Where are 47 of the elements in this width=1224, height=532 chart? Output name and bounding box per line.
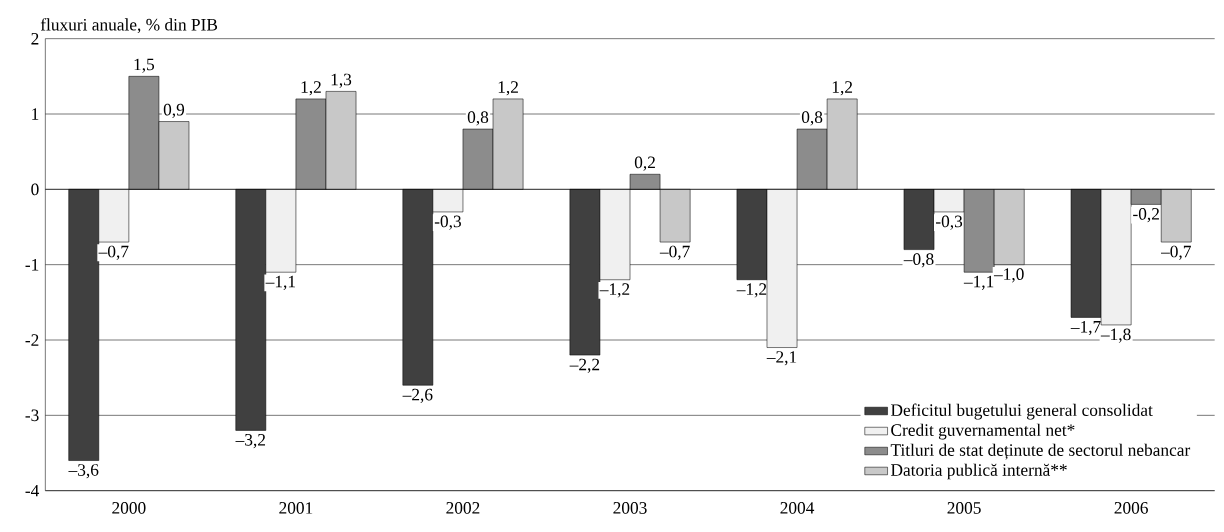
data-label: 1,2 [832,81,853,96]
y-tick-label: 1 [32,108,39,120]
y-tick-label: -2 [25,334,39,346]
data-label: –1,7 [1070,321,1101,336]
legend-label: Deficitul bugetului general consolidat [890,403,1153,420]
data-label: –0,8 [903,253,934,268]
data-label: –3,2 [235,434,266,449]
data-label: -0,2 [1133,208,1159,223]
data-label: 0,8 [801,111,823,126]
x-tick-label: 2006 [1114,502,1148,514]
x-tick-label: 2003 [613,502,647,514]
data-label: –3,6 [68,464,99,479]
x-tick-label: 2004 [780,502,815,514]
x-tick-label: 2001 [279,502,313,514]
y-tick-label: -3 [25,409,39,422]
y-tick-label: 2 [31,32,39,45]
data-label: –1,2 [736,283,767,298]
legend-label: Datoria publică internă** [890,463,1067,480]
x-tick-label: 2005 [947,502,981,514]
data-label: –1,2 [599,283,630,298]
y-tick-label: -1 [25,258,39,271]
data-label: 1,3 [331,73,352,88]
y-tick-label: -4 [25,484,40,497]
data-label: 1,2 [498,81,518,96]
x-tick-label: 2002 [446,502,480,514]
data-label: –1,1 [963,275,994,290]
data-label: –1,8 [1100,328,1131,343]
data-label: -0,3 [434,215,461,230]
legend-label: Credit guvernamental net* [891,423,1075,440]
data-label: –2,1 [766,351,797,366]
data-label: 0,9 [163,103,185,118]
y-axis-title: fluxuri anuale, % din PIB [40,18,218,34]
legend-label: Titluri de stat deținute de sectorul nebancar [890,443,1191,460]
data-label: –0,7 [98,245,129,260]
data-label: 0,8 [467,111,489,126]
data-label: 0,2 [634,156,655,171]
data-label: –1,1 [265,275,296,290]
data-label: –0,7 [659,245,690,260]
x-tick-label: 2000 [112,502,146,514]
data-label: -0,3 [936,215,963,230]
data-label: –1,0 [993,268,1024,283]
data-label: 1,2 [301,81,321,96]
data-label: –2,2 [569,358,600,373]
data-label: –2,6 [402,388,433,403]
data-label: 1,5 [134,58,155,73]
y-tick-label: 0 [31,183,39,196]
data-label: –0,7 [1160,245,1191,260]
